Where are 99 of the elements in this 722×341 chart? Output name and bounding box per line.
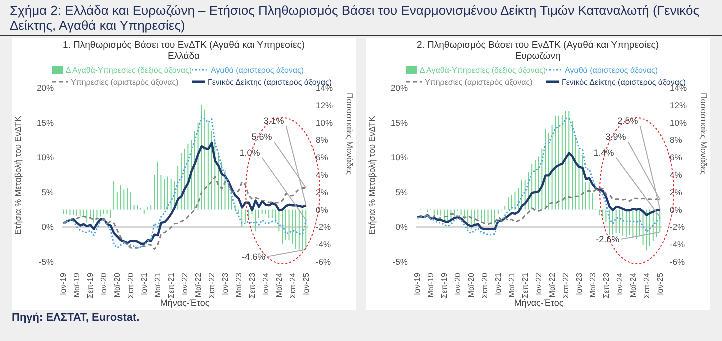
y2-tick-label: 8% xyxy=(670,135,683,146)
y-tick-label: 5% xyxy=(396,187,408,198)
x-tick-label: Ιαν-21 xyxy=(140,272,150,296)
x-tick-label: Σεπ-20 xyxy=(126,272,136,299)
x-tick-label: Μαϊ-19 xyxy=(72,272,82,298)
y-tick-label: -5% xyxy=(392,257,408,268)
x-tick-label: Ιαν-19 xyxy=(413,272,422,296)
x-tick-label: Σεπ-22 xyxy=(207,272,216,299)
y2-tick-label: -6% xyxy=(316,257,332,268)
y2-tick-label: -6% xyxy=(670,257,686,268)
x-tick-label: Ιαν-20 xyxy=(454,272,463,296)
line-series xyxy=(62,142,308,246)
x-tick-label: Σεπ-19 xyxy=(440,272,450,299)
data-label: 3.1% xyxy=(264,116,284,126)
chart-subtitle: Ελλάδα xyxy=(167,51,201,62)
data-label: 3.9% xyxy=(606,132,626,142)
x-tick-label: Ιαν-23 xyxy=(220,272,230,296)
data-label: 2.5% xyxy=(618,116,638,126)
x-tick-label: Ιαν-22 xyxy=(180,272,190,296)
legend-label: Γενικός Δείκτης (αριστερός άξονας) xyxy=(562,78,686,86)
y2-tick-label: 0% xyxy=(670,204,683,215)
x-tick-label: Μαϊ-20 xyxy=(113,272,122,298)
x-tick-label: Ιαν-20 xyxy=(100,272,109,296)
x-tick-label: Σεπ-24 xyxy=(642,272,652,299)
x-axis-title: Μήνας-Έτος xyxy=(514,298,564,308)
x-tick-label: Μαϊ-22 xyxy=(194,272,203,298)
x-axis-title: Μήνας-Έτος xyxy=(160,298,210,308)
y-tick-label: -5% xyxy=(38,257,54,268)
y-tick-label: 10% xyxy=(36,152,54,163)
y-tick-label: 15% xyxy=(390,118,408,128)
text: Σχήμα 2: Ελλάδα και Ευρωζώνη – Ετήσιος Πληθωρισμός Βάσει του Εναρμονισμένου Δείκτη Τιμών Καταναλωτή (Γενικός Δείκτης, Αγαθά και Υπηρεσίες) xyxy=(10,3,700,33)
y2-tick-label: -2% xyxy=(316,222,332,232)
x-tick-label: Ιαν-23 xyxy=(574,272,584,296)
x-tick-label: Σεπ-24 xyxy=(288,272,298,299)
y2-tick-label: -4% xyxy=(670,240,686,250)
y-axis-title: Ετήσια % Μεταβολή του ΕνΔΤΚ xyxy=(367,116,378,235)
y-tick-label: 0% xyxy=(42,222,54,232)
x-tick-label: Μαϊ-24 xyxy=(274,272,284,298)
chart-title: 1. Πληθωρισμός Βάσει του ΕνΔΤΚ (Αγαθά και Υπηρεσίες) xyxy=(62,40,306,51)
y-axis-title: Ετήσια % Μεταβολή του ΕνΔΤΚ xyxy=(13,116,24,235)
x-tick-label: Ιαν-24 xyxy=(261,272,270,296)
x-tick-label: Μαϊ-19 xyxy=(426,272,436,298)
y2-tick-label: 10% xyxy=(670,118,688,128)
legend-label: Αγαθά (αριστερός άξονας) xyxy=(565,66,658,74)
x-tick-label: Ιαν-24 xyxy=(615,272,624,296)
data-label: 5.6% xyxy=(252,132,272,142)
legend-label: Αγαθά (αριστερός άξονας) xyxy=(211,66,304,74)
line-series xyxy=(416,187,662,226)
x-tick-label: Σεπ-22 xyxy=(561,272,570,299)
x-tick-label: Μαϊ-23 xyxy=(234,272,244,298)
text: Πηγή: ΕΛΣΤΑΤ, Eurostat. xyxy=(12,312,141,324)
data-label: 1.0% xyxy=(240,148,260,158)
y-tick-label: 0% xyxy=(396,222,408,232)
y2-tick-label: 8% xyxy=(316,135,329,146)
y2-tick-label: -4% xyxy=(316,240,332,250)
x-tick-label: Ιαν-25 xyxy=(302,272,311,296)
y2-axis-title: Ποσοστιαίες Μονάδες xyxy=(698,93,709,175)
x-tick-label: Σεπ-20 xyxy=(480,272,490,299)
y2-tick-label: 12% xyxy=(316,100,334,110)
y-tick-label: 10% xyxy=(390,152,408,163)
x-tick-label: Μαϊ-21 xyxy=(508,272,517,298)
y2-tick-label: 10% xyxy=(316,118,334,128)
chart-title: 2. Πληθωρισμός Βάσει του ΕνΔΤΚ (Αγαθά και Υπηρεσίες) xyxy=(416,40,660,51)
y2-tick-label: 6% xyxy=(316,152,329,163)
x-tick-label: Σεπ-23 xyxy=(248,272,257,299)
x-tick-label: Ιαν-21 xyxy=(494,272,504,296)
y2-axis-title: Ποσοστιαίες Μονάδες xyxy=(344,93,355,175)
y2-tick-label: -2% xyxy=(670,222,686,232)
x-tick-label: Μαϊ-24 xyxy=(628,272,638,298)
x-tick-label: Μαϊ-22 xyxy=(548,272,557,298)
legend-label: Δ Αγαθά-Υπηρεσίες (δεξιός άξονας) xyxy=(420,66,546,74)
x-tick-label: Ιαν-22 xyxy=(534,272,544,296)
legend-label: Δ Αγαθά-Υπηρεσίες (δεξιός άξονας) xyxy=(66,66,192,74)
y-tick-label: 20% xyxy=(36,83,54,94)
y-tick-label: 15% xyxy=(36,118,54,128)
line-series xyxy=(416,118,662,236)
legend-label: Γενικός Δείκτης (αριστερός άξονας) xyxy=(208,78,332,86)
line-series xyxy=(62,116,308,249)
x-tick-label: Ιαν-25 xyxy=(656,272,665,296)
chart-subtitle: Ευρωζώνη xyxy=(514,51,562,62)
x-tick-label: Ιαν-19 xyxy=(59,272,68,296)
y2-tick-label: 12% xyxy=(670,100,688,110)
x-tick-label: Μαϊ-23 xyxy=(588,272,598,298)
y-tick-label: 20% xyxy=(390,83,408,94)
data-label: -4.6% xyxy=(242,252,266,262)
x-tick-label: Σεπ-19 xyxy=(86,272,96,299)
x-tick-label: Σεπ-23 xyxy=(602,272,611,299)
line-series xyxy=(62,176,308,250)
legend-label: Υπηρεσίες (αριστερός άξονας) xyxy=(425,78,533,86)
y-tick-label: 5% xyxy=(42,187,54,198)
x-tick-label: Μαϊ-20 xyxy=(467,272,476,298)
legend-label: Υπηρεσίες (αριστερός άξονας) xyxy=(71,78,179,86)
y2-tick-label: 0% xyxy=(316,204,329,215)
y2-tick-label: 6% xyxy=(670,152,683,163)
data-label: 1.4% xyxy=(594,148,614,158)
x-tick-label: Σεπ-21 xyxy=(167,272,176,299)
x-tick-label: Σεπ-21 xyxy=(521,272,530,299)
data-label: -2.6% xyxy=(596,234,620,244)
x-tick-label: Μαϊ-21 xyxy=(154,272,163,298)
